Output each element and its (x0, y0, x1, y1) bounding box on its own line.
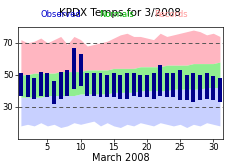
Bar (171, 73, 175, 97)
Bar (197, 75, 201, 100)
Bar (138, 75, 142, 97)
Bar (217, 78, 221, 102)
Bar (191, 73, 194, 102)
Bar (32, 78, 36, 99)
Bar (45, 73, 49, 97)
Title: KPDX Temps for 3/2008: KPDX Temps for 3/2008 (59, 8, 180, 18)
Bar (111, 73, 115, 97)
Bar (177, 70, 181, 100)
X-axis label: March 2008: March 2008 (91, 153, 148, 163)
Bar (105, 75, 109, 97)
Bar (58, 72, 62, 99)
Bar (39, 72, 43, 96)
Bar (164, 73, 168, 97)
Bar (144, 75, 148, 97)
Bar (19, 73, 23, 96)
Text: Records: Records (153, 10, 187, 19)
Bar (98, 73, 102, 97)
Bar (72, 48, 76, 89)
Bar (204, 73, 208, 99)
Bar (78, 54, 82, 86)
Bar (184, 75, 188, 100)
Bar (85, 73, 89, 96)
Bar (158, 65, 162, 96)
Bar (210, 76, 214, 100)
Bar (65, 70, 69, 96)
Bar (92, 73, 95, 96)
Bar (151, 73, 155, 99)
Text: Normals: Normals (99, 10, 134, 19)
Text: Observed: Observed (40, 10, 81, 19)
Bar (124, 73, 128, 99)
Bar (131, 73, 135, 96)
Bar (25, 75, 29, 97)
Bar (118, 75, 122, 99)
Bar (52, 81, 56, 104)
